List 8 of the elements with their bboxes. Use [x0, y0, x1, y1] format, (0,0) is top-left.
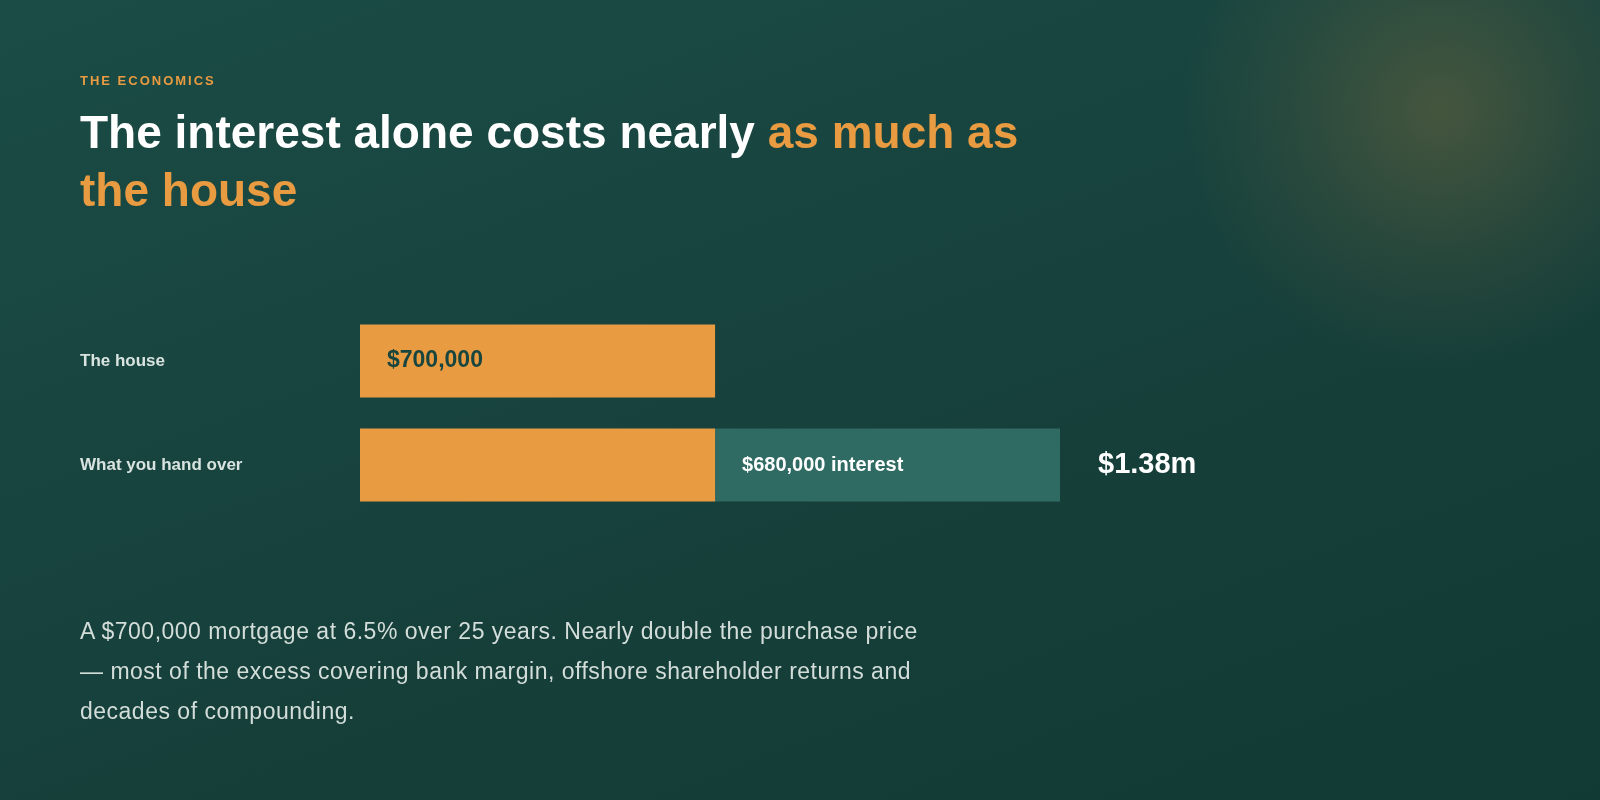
text: A $700,000 mortgage at 6.5% over 25 years. Nearly double the purchase price — most of the excess covering bank margin, offshore shareholder returns and decades of compounding. — [80, 617, 919, 726]
total-label: $1.38m — [1098, 447, 1197, 479]
chart-title: The interest alone costs nearly as much as the house — [80, 106, 1019, 216]
y-tick-label: What you hand over — [80, 454, 243, 474]
y-tick-label: The house — [80, 350, 166, 370]
data-label: $680,000 interest — [742, 452, 904, 475]
data-label: $700,000 — [387, 346, 483, 373]
text: THE ECONOMICS — [80, 73, 216, 88]
